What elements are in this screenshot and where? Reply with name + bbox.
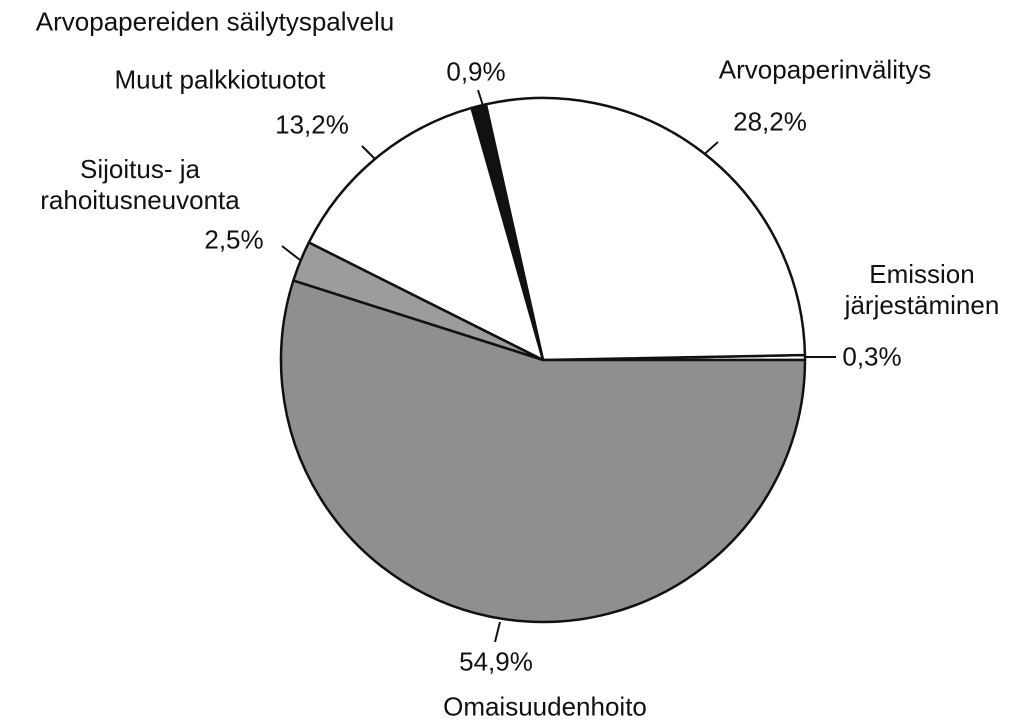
slice-value-label: 54,9% <box>459 646 533 677</box>
slice-value-label: 0,9% <box>446 56 506 87</box>
slice-name: Muut palkkiotuotot <box>114 64 326 95</box>
slice-value-label: 13,2% <box>275 109 349 140</box>
pie-slice <box>307 106 545 362</box>
pie-slice <box>279 279 807 624</box>
slice-name: Omaisuudenhoito <box>443 691 647 722</box>
pie-slice <box>484 96 807 362</box>
leader-line <box>494 621 501 643</box>
slice-value-label: 28,2% <box>733 106 807 137</box>
slice-name: Sijoitus- ja rahoitusneuvonta <box>40 154 240 215</box>
slice-name: Arvopaperinvälitys <box>718 54 932 85</box>
slice-name: Emission järjestäminen <box>844 259 1000 320</box>
leader-lines <box>281 89 836 643</box>
leader-line <box>281 245 301 261</box>
slice-name: Arvopapereiden säilytyspalvelu <box>35 6 395 37</box>
slice-value-label: 2,5% <box>204 224 264 255</box>
slice-value-label: 0,3% <box>842 341 902 372</box>
